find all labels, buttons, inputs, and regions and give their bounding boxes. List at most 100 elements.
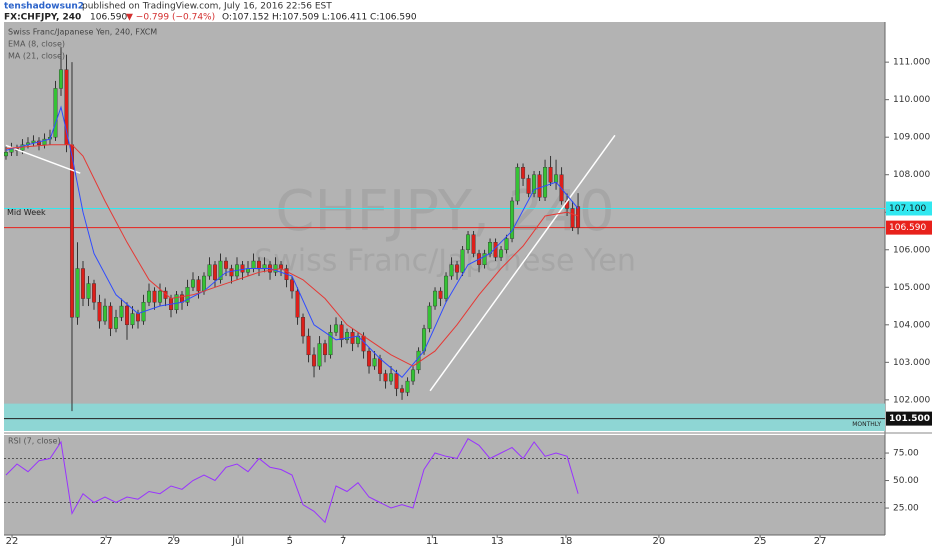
candle-body [124,305,129,326]
price-box [886,220,932,235]
candle-body [113,317,118,329]
candle-body [570,208,575,228]
x-tick-label: 27 [814,536,827,547]
candle-body [427,305,432,329]
candle-body [576,206,581,228]
y-tick-label: 50.00 [893,476,919,486]
candle-body [158,290,163,303]
candle-body [389,373,394,382]
candle-body [119,305,124,318]
watermark-sub: Swiss Franc/Japanese Yen [254,244,636,279]
candle-body [521,167,526,179]
x-tick-label: 29 [167,536,180,547]
candle-body [559,174,564,202]
candle-body [108,305,113,329]
y-tick-label: 105.000 [893,283,930,293]
candle-body [548,167,553,183]
candle-body [135,313,140,322]
indicator-line [5,105,579,379]
y-tick-label: 108.000 [893,170,930,180]
x-tick-label: 5 [287,536,293,547]
candle-body [339,324,344,341]
change: ▼ −0.799 (−0.74%) [126,13,215,23]
candle-body [207,264,212,277]
candle-body [185,287,190,303]
candle-body [257,260,262,269]
candle-body [367,350,372,367]
price-label: 106.590 [889,223,926,233]
candle-body [504,238,509,250]
plot [4,47,885,431]
candle-body [102,305,107,322]
candle-body [378,358,383,374]
trendline [429,134,616,392]
candle-body [91,283,96,303]
indicator-line [5,438,579,524]
author[interactable]: tenshadowsun2 [4,2,84,12]
candle-body [537,174,542,198]
candle-body [334,324,339,333]
candle-body [433,290,438,307]
candle-body [229,268,234,277]
x-tick-label: 11 [426,536,439,547]
candle-body [543,167,548,198]
candle-body [532,174,537,194]
candle-body [295,290,300,318]
y-tick-label: 111.000 [893,58,930,68]
candle-body [345,332,350,341]
legend-entry: MA (21, close) [8,52,65,61]
candle-body [213,264,218,280]
chart-title: Swiss Franc/Japanese Yen, 240, FXCM [8,28,157,37]
candle-body [460,249,465,273]
y-tick-label: 102.000 [893,395,930,405]
candle-body [196,279,201,292]
candle-body [317,343,322,367]
candle-body [554,174,559,183]
candle-body [53,88,58,138]
x-tick-label: 22 [6,536,19,547]
candle-body [146,290,151,303]
candle-body [515,167,520,202]
legend-entry: RSI (7, close) [8,437,61,446]
watermark: CHFJPY, 240 [275,179,614,244]
last-price: 106.590 [90,13,127,23]
candle-body [482,253,487,265]
candle-body [80,268,85,299]
x-tick-label: 25 [754,536,767,547]
rsi-pane [4,435,885,535]
candle-body [279,264,284,269]
candle-body [449,264,454,277]
candle-body [455,264,460,273]
candle-body [97,302,102,322]
published: published on TradingView.com, July 16, 2… [82,2,332,12]
candle-body [58,69,63,89]
y-tick-label: 106.000 [893,245,930,255]
y-tick-label: 110.000 [893,95,930,105]
candle-body [174,294,179,311]
candle-body [471,234,476,254]
candle-body [438,290,443,299]
plot [4,438,885,524]
candle-body [312,354,317,367]
candle-body [301,317,306,337]
candle-body [444,275,449,299]
candle-body [273,264,278,273]
x-tick-label: 7 [340,536,346,547]
candle-body [400,388,405,393]
hline-text: Mid Week [7,208,46,217]
candle-body [411,369,416,382]
candle-body [224,260,229,269]
candle-body [218,260,223,280]
candle-body [4,152,8,157]
zone-price-box [886,411,932,426]
candle-body [526,178,531,194]
zone-price: 101.500 [889,414,930,424]
x-tick-label: 27 [100,536,113,547]
candle-body [466,234,471,250]
candle-body [240,264,245,273]
candle-body [251,260,256,269]
candle-body [191,279,196,288]
candle-body [394,373,399,389]
candle-body [306,335,311,356]
